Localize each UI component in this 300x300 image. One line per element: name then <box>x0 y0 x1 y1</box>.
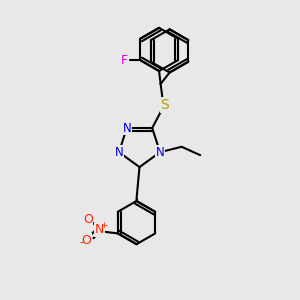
Text: N: N <box>122 122 131 134</box>
Text: O: O <box>82 234 92 247</box>
Text: -: - <box>79 236 83 249</box>
Text: N: N <box>94 223 104 236</box>
Text: F: F <box>121 54 128 67</box>
Text: N: N <box>115 146 123 159</box>
Text: S: S <box>160 98 169 112</box>
Text: N: N <box>156 146 164 159</box>
Text: +: + <box>100 221 107 230</box>
Text: O: O <box>83 213 93 226</box>
